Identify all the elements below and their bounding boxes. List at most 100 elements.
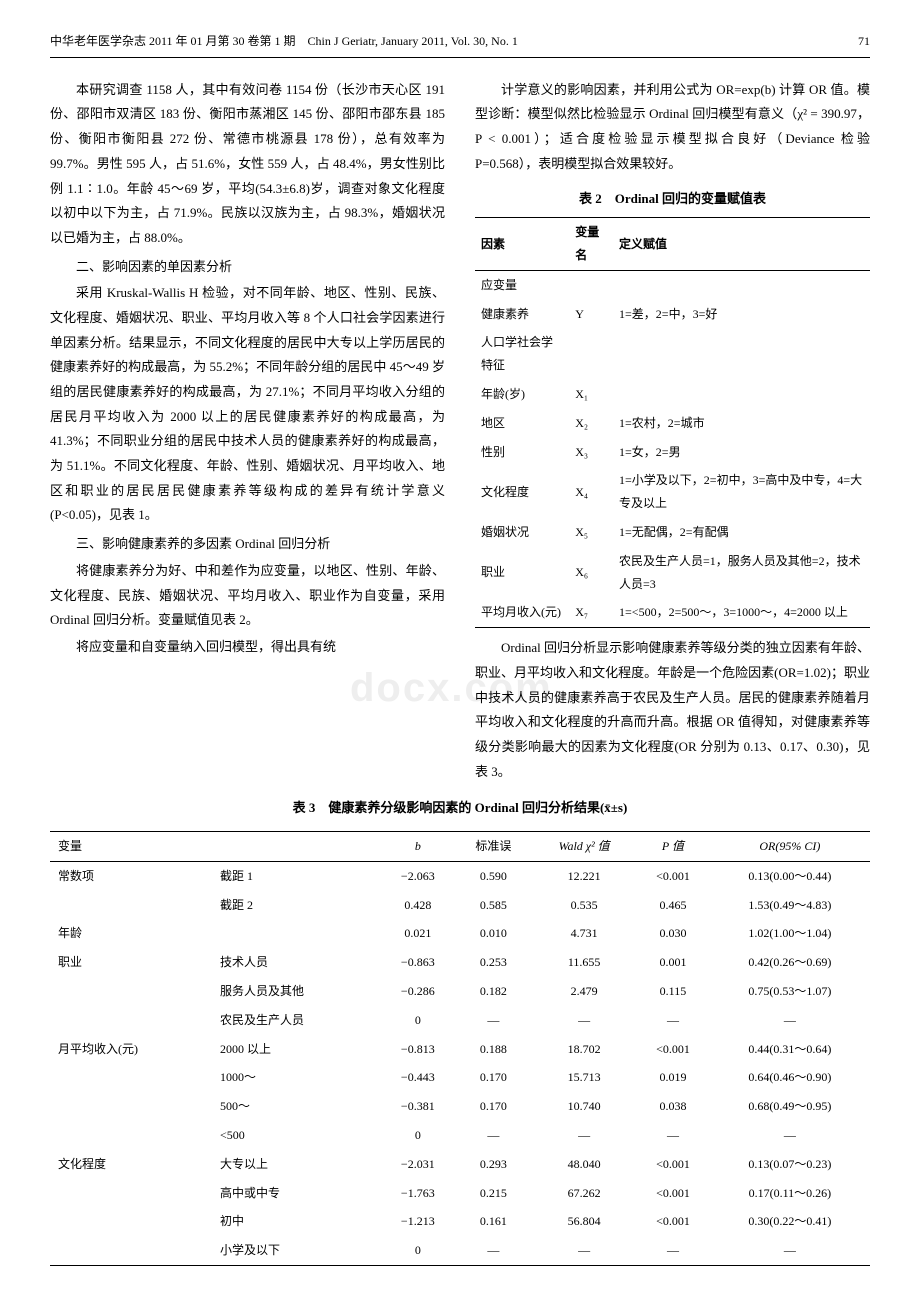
td: 1=<500，2=500～，3=1000～，4=2000 以上 — [613, 598, 870, 627]
td: 1=无配偶，2=有配偶 — [613, 518, 870, 547]
td: 0.590 — [455, 861, 533, 890]
td: 应变量 — [475, 270, 569, 299]
td — [50, 1006, 212, 1035]
td: 0.170 — [455, 1092, 533, 1121]
td — [613, 270, 870, 299]
td: 文化程度 — [475, 466, 569, 518]
td — [569, 328, 613, 380]
td: 1=差，2=中，3=好 — [613, 300, 870, 329]
td: — — [532, 1006, 636, 1035]
section-heading: 三、影响健康素养的多因素 Ordinal 回归分析 — [50, 532, 445, 557]
td: — — [636, 1006, 710, 1035]
td: 1=农村，2=城市 — [613, 409, 870, 438]
td — [569, 270, 613, 299]
td: 小学及以下 — [212, 1236, 381, 1265]
td: −0.443 — [381, 1063, 455, 1092]
td: 0.17(0.11～0.26) — [710, 1179, 870, 1208]
td: <0.001 — [636, 861, 710, 890]
table3: 变量 b 标准误 Wald χ² 值 P 值 OR(95% CI) 常数项截距 … — [50, 831, 870, 1266]
td: <0.001 — [636, 1179, 710, 1208]
td: −1.763 — [381, 1179, 455, 1208]
td: 1000～ — [212, 1063, 381, 1092]
table-row: 农民及生产人员0———— — [50, 1006, 870, 1035]
td: 年龄 — [50, 919, 212, 948]
td: 0.001 — [636, 948, 710, 977]
table-row: 平均月收入(元)X₇1=<500，2=500～，3=1000～，4=2000 以… — [475, 598, 870, 627]
table2: 因素 变量名 定义赋值 应变量健康素养Y1=差，2=中，3=好人口学社会学特征年… — [475, 217, 870, 628]
td: 0.253 — [455, 948, 533, 977]
td: 平均月收入(元) — [475, 598, 569, 627]
th: 定义赋值 — [613, 218, 870, 271]
table-header-row: 因素 变量名 定义赋值 — [475, 218, 870, 271]
td: 2000 以上 — [212, 1035, 381, 1064]
table-row: 性别X₃1=女，2=男 — [475, 438, 870, 467]
table-row: 职业技术人员−0.8630.25311.6550.0010.42(0.26～0.… — [50, 948, 870, 977]
table-row: 小学及以下0———— — [50, 1236, 870, 1265]
td: 1.53(0.49～4.83) — [710, 891, 870, 920]
td: −0.863 — [381, 948, 455, 977]
table-row: 年龄0.0210.0104.7310.0301.02(1.00～1.04) — [50, 919, 870, 948]
td: 12.221 — [532, 861, 636, 890]
td — [212, 919, 381, 948]
td: 农民及生产人员=1，服务人员及其他=2，技术人员=3 — [613, 547, 870, 599]
td: 0.13(0.07～0.23) — [710, 1150, 870, 1179]
td: 大专以上 — [212, 1150, 381, 1179]
th: 变量 — [50, 832, 212, 862]
td: 健康素养 — [475, 300, 569, 329]
td: 10.740 — [532, 1092, 636, 1121]
td: 0.038 — [636, 1092, 710, 1121]
section-heading: 二、影响因素的单因素分析 — [50, 255, 445, 280]
paragraph: 将应变量和自变量纳入回归模型，得出具有统 — [50, 635, 445, 660]
td: 0.30(0.22～0.41) — [710, 1207, 870, 1236]
td: 0.182 — [455, 977, 533, 1006]
td: — — [532, 1121, 636, 1150]
td: 人口学社会学特征 — [475, 328, 569, 380]
td — [50, 1207, 212, 1236]
td: X₇ — [569, 598, 613, 627]
td: X₁ — [569, 380, 613, 409]
td: — — [455, 1236, 533, 1265]
td: X₂ — [569, 409, 613, 438]
table-row: 服务人员及其他−0.2860.1822.4790.1150.75(0.53～1.… — [50, 977, 870, 1006]
td: <500 — [212, 1121, 381, 1150]
table-row: 1000～−0.4430.17015.7130.0190.64(0.46～0.9… — [50, 1063, 870, 1092]
table-row: 文化程度X₄1=小学及以下，2=初中，3=高中及中专，4=大专及以上 — [475, 466, 870, 518]
th: OR(95% CI) — [710, 832, 870, 862]
header-left: 中华老年医学杂志 2011 年 01 月第 30 卷第 1 期 Chin J G… — [50, 30, 518, 53]
td: 0.535 — [532, 891, 636, 920]
td — [50, 1063, 212, 1092]
th: P 值 — [636, 832, 710, 862]
td — [50, 1236, 212, 1265]
td: 高中或中专 — [212, 1179, 381, 1208]
td: 0.161 — [455, 1207, 533, 1236]
td: X₅ — [569, 518, 613, 547]
td: 1.02(1.00～1.04) — [710, 919, 870, 948]
page-header: 中华老年医学杂志 2011 年 01 月第 30 卷第 1 期 Chin J G… — [50, 30, 870, 58]
table-row: 年龄(岁)X₁ — [475, 380, 870, 409]
td: 0.64(0.46～0.90) — [710, 1063, 870, 1092]
td: 0.030 — [636, 919, 710, 948]
td: −1.213 — [381, 1207, 455, 1236]
th — [212, 832, 381, 862]
td: 0 — [381, 1121, 455, 1150]
td: 0.019 — [636, 1063, 710, 1092]
td: 服务人员及其他 — [212, 977, 381, 1006]
td — [50, 977, 212, 1006]
td — [50, 1121, 212, 1150]
right-column: 计学意义的影响因素，并利用公式为 OR=exp(b) 计算 OR 值。模型诊断：… — [475, 78, 870, 787]
td: 0.44(0.31～0.64) — [710, 1035, 870, 1064]
td: 1=女，2=男 — [613, 438, 870, 467]
td: <0.001 — [636, 1035, 710, 1064]
td: 0.585 — [455, 891, 533, 920]
td: 2.479 — [532, 977, 636, 1006]
td — [50, 891, 212, 920]
table-row: <5000———— — [50, 1121, 870, 1150]
paragraph: Ordinal 回归分析显示影响健康素养等级分类的独立因素有年龄、职业、月平均收… — [475, 636, 870, 784]
td — [613, 328, 870, 380]
table-row: 人口学社会学特征 — [475, 328, 870, 380]
td: 0.215 — [455, 1179, 533, 1208]
page-number: 71 — [858, 30, 870, 53]
td — [613, 380, 870, 409]
td: X₃ — [569, 438, 613, 467]
table-row: 初中−1.2130.16156.804<0.0010.30(0.22～0.41) — [50, 1207, 870, 1236]
